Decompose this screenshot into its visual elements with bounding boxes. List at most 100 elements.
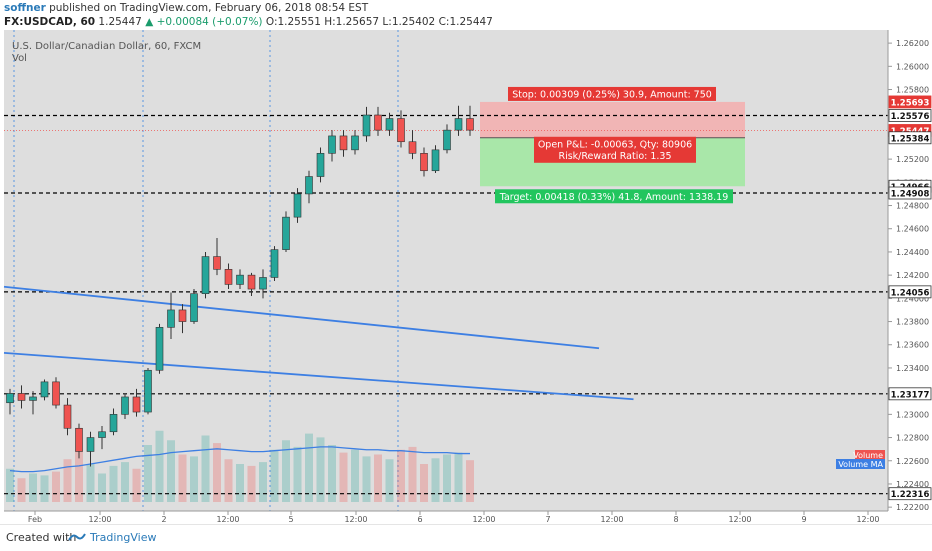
volume-bar <box>52 471 60 502</box>
candle-body <box>6 393 14 404</box>
price-tag-label: 1.25693 <box>891 98 930 108</box>
candle-body <box>190 293 198 322</box>
volume-bar <box>247 465 256 502</box>
plot-background <box>4 30 888 511</box>
volume-bar <box>385 459 394 502</box>
volume-label-box <box>855 450 885 460</box>
position-labels: Stop: 0.00309 (0.25%) 30.9, Amount: 750 O… <box>495 86 733 204</box>
candle <box>167 292 175 339</box>
candle <box>132 388 141 417</box>
price-change: +0.00084 (+0.07%) <box>156 16 263 28</box>
stop-label-box <box>508 86 716 101</box>
volume-bar <box>29 473 37 502</box>
time-tick-label: Feb <box>28 515 42 524</box>
candle <box>454 105 463 136</box>
candle-body <box>201 256 210 295</box>
candle <box>351 130 359 155</box>
candle <box>75 423 83 459</box>
candle <box>431 145 440 174</box>
rr-label: Risk/Reward Ratio: 1.35 <box>558 151 671 162</box>
price-tag-box <box>888 487 932 501</box>
candle-body <box>167 309 175 328</box>
price-tick-label: 1.23800 <box>896 318 929 327</box>
time-tick-label: 12:00 <box>216 515 239 524</box>
candle <box>259 269 267 299</box>
candle <box>144 367 152 415</box>
price-tick-label: 1.26000 <box>896 62 929 71</box>
candle-body <box>466 118 474 131</box>
candle <box>201 251 210 299</box>
candle-body <box>385 118 394 131</box>
price-tag-box <box>888 109 932 122</box>
price-tag-label: 1.25384 <box>891 134 930 144</box>
time-tick-label: 12:00 <box>728 515 751 524</box>
candle <box>155 323 164 374</box>
candle-body <box>293 193 302 218</box>
candle <box>190 289 198 324</box>
candle-body <box>98 431 106 438</box>
candle-body <box>443 129 451 151</box>
candle-body <box>259 277 267 290</box>
price-tick-label: 1.24200 <box>896 271 929 280</box>
volume-bar <box>98 473 106 502</box>
volume-bar <box>155 430 164 502</box>
candle-body <box>351 135 359 151</box>
candle <box>328 130 336 162</box>
candle <box>86 431 95 467</box>
volume-bar <box>224 459 233 502</box>
volume-bar <box>121 462 129 502</box>
volume-bars <box>6 430 474 502</box>
tradingview-link[interactable]: TradingView <box>90 531 157 544</box>
price-tag-label: 1.24908 <box>891 190 930 200</box>
volume-bar <box>454 452 463 502</box>
candle <box>305 170 313 204</box>
volume-bar <box>362 456 371 502</box>
candle <box>178 304 187 334</box>
price-tag-box <box>888 186 932 200</box>
candle-body <box>63 404 72 429</box>
volume-bar <box>408 446 417 502</box>
volume-bar <box>144 445 152 502</box>
volume-bar <box>443 454 451 502</box>
price-tick-label: 1.25200 <box>896 155 929 164</box>
candle <box>282 211 290 252</box>
candle-body <box>454 118 463 131</box>
volume-ma-label: Volume MA <box>838 460 883 469</box>
volume-bar <box>270 449 279 502</box>
candle <box>316 147 325 183</box>
volume-bar <box>293 446 302 502</box>
author-link[interactable]: soffner <box>4 2 46 14</box>
price-tag-label: 1.24056 <box>891 288 930 298</box>
trendlines[interactable] <box>3 285 634 401</box>
pnl-label: Open P&L: -0.00063, Qty: 80906 <box>538 139 692 150</box>
time-tick-label: 12:00 <box>856 515 879 524</box>
volume-bar <box>259 462 267 502</box>
candle-body <box>132 396 141 413</box>
ohlc-values: O:1.25551 H:1.25657 L:1.25402 C:1.25447 <box>265 16 493 28</box>
candle <box>247 272 256 297</box>
candle <box>213 238 221 276</box>
price-chart[interactable]: Stop: 0.00309 (0.25%) 30.9, Amount: 750 O… <box>0 30 932 524</box>
candle <box>98 425 106 450</box>
time-tick-label: 12:00 <box>600 515 623 524</box>
price-tick-label: 1.22800 <box>896 434 929 443</box>
candle-body <box>144 369 152 413</box>
candle <box>385 112 394 136</box>
volume-bar <box>316 437 325 502</box>
price-tick-label: 1.22400 <box>896 480 929 489</box>
volume-bar <box>190 456 198 502</box>
candle-body <box>397 118 405 143</box>
price-tag-box <box>888 131 932 145</box>
candle <box>236 269 244 290</box>
candle <box>374 106 382 136</box>
volume-bar <box>420 464 428 502</box>
candle <box>29 391 37 415</box>
time-tick-label: 2 <box>161 515 166 524</box>
volume-bar <box>282 440 290 502</box>
candle-body <box>408 141 417 154</box>
candle <box>408 130 417 160</box>
candle-body <box>362 114 371 137</box>
volume-bar <box>86 464 95 502</box>
candle-body <box>270 249 279 278</box>
